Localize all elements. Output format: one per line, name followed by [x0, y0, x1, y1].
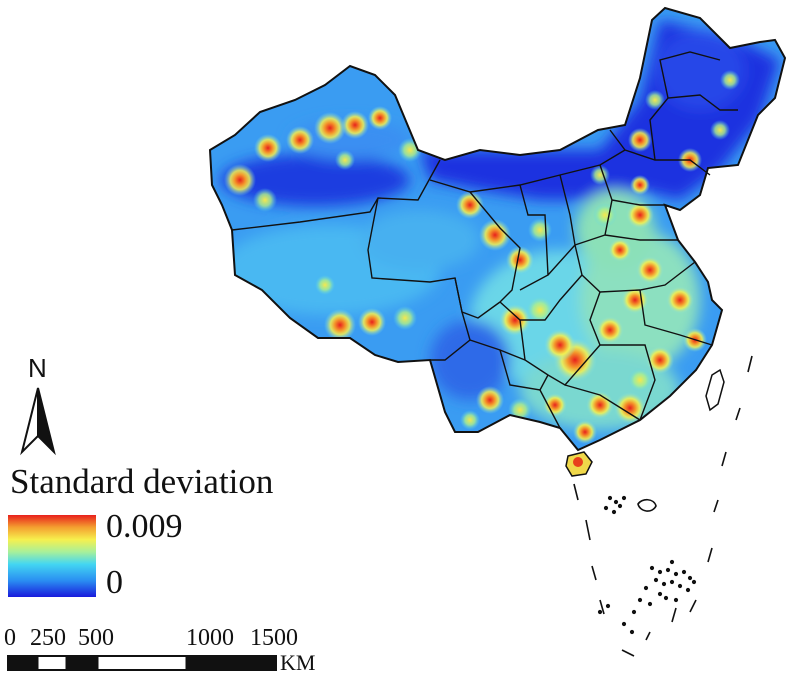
legend-max-label: 0.009 [106, 508, 183, 545]
north-label: N [28, 353, 47, 383]
scale-tick-1000: 1000 [186, 625, 234, 651]
north-arrow-icon [20, 387, 56, 456]
scale-bar [7, 655, 277, 671]
legend-min-label: 0 [106, 564, 123, 601]
scale-unit-label: KM [280, 650, 316, 675]
scale-tick-250: 250 [30, 625, 66, 651]
provincial-boundaries [231, 51, 738, 429]
south-china-sea-inset [573, 355, 753, 657]
scale-tick-500: 500 [78, 625, 114, 651]
sd-raster [210, 8, 785, 450]
taiwan-island [705, 368, 725, 412]
legend-color-ramp [8, 515, 96, 597]
scale-tick-1500: 1500 [250, 625, 298, 651]
hainan-island [565, 451, 593, 477]
scale-tick-0: 0 [4, 625, 16, 651]
legend-title: Standard deviation [10, 462, 274, 501]
